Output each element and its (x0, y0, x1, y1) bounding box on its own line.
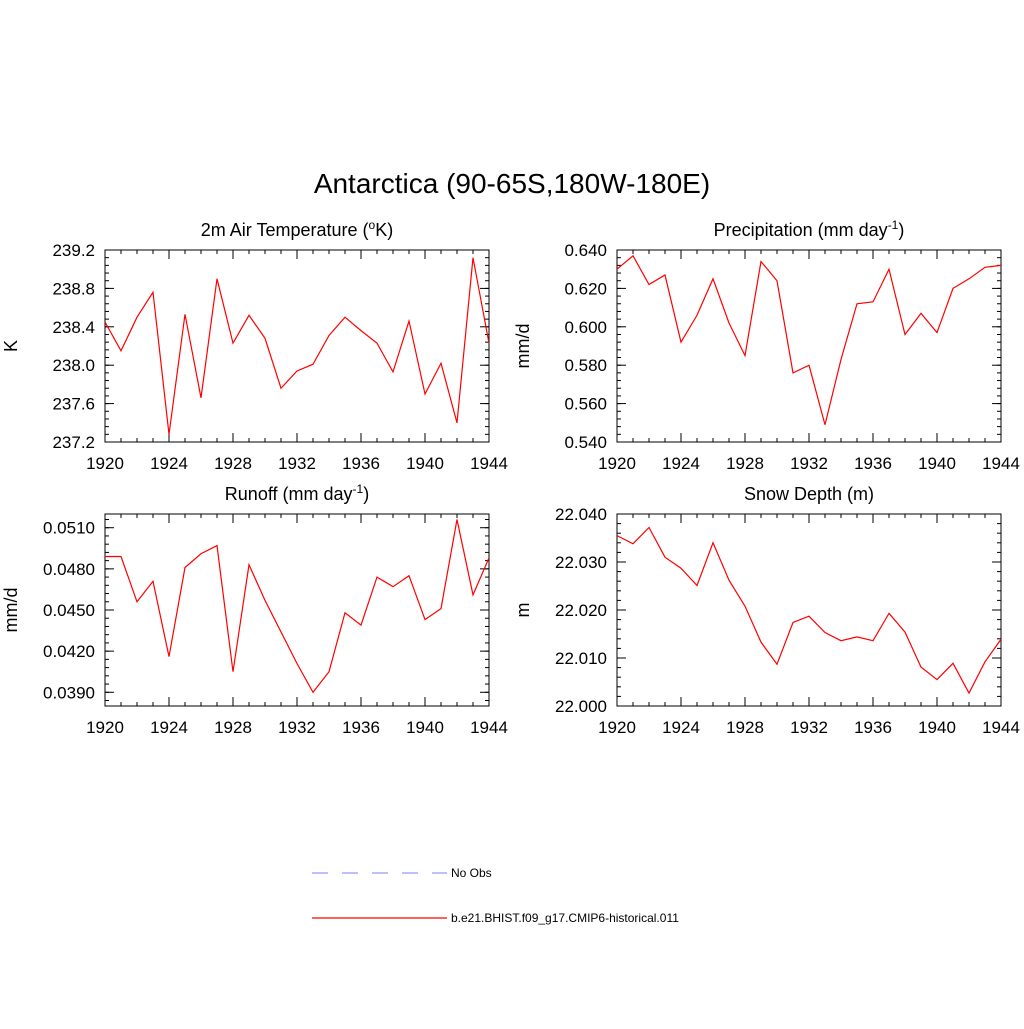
x-tick-label: 1932 (790, 454, 828, 473)
chart-panel-4: 1920 1924 1928 1932 1936 1940 1944 22.000 22.010… (513, 484, 1020, 737)
series-line-1 (105, 257, 489, 435)
x-tick-label: 1944 (470, 454, 508, 473)
x-tick-label: 1944 (982, 718, 1020, 737)
y-tick-label: 0.0480 (43, 560, 95, 579)
plot-frame (616, 249, 1002, 443)
y-tick-label: 238.4 (52, 318, 95, 337)
x-tick-label: 1936 (342, 718, 380, 737)
y-tick-label: 237.2 (52, 433, 95, 452)
panel-title: Precipitation (mm day-1) (714, 218, 905, 240)
x-tick-label: 1940 (918, 718, 956, 737)
x-tick-label: 1924 (150, 718, 188, 737)
legend: No Obs b.e21.BHIST.f09_g17.CMIP6-historic… (312, 866, 679, 925)
y-tick-label: 0.540 (564, 433, 607, 452)
x-tick-label: 1940 (918, 454, 956, 473)
y-axis-label: mm/d (1, 588, 21, 633)
x-tick-label: 1936 (854, 718, 892, 737)
plot-frame (104, 249, 490, 443)
x-tick-label: 1920 (86, 718, 124, 737)
y-tick-label: 237.6 (52, 395, 95, 414)
x-tick-label: 1920 (598, 718, 636, 737)
x-tick-label: 1924 (662, 718, 700, 737)
panel-title: Runoff (mm day-1) (225, 482, 369, 504)
plot-frame (104, 513, 490, 707)
y-tick-label: 0.0390 (43, 683, 95, 702)
x-tick-label: 1920 (86, 454, 124, 473)
y-tick-label: 0.600 (564, 318, 607, 337)
x-tick-label: 1940 (406, 454, 444, 473)
series-line-1 (105, 519, 489, 694)
legend-label-1: No Obs (451, 866, 492, 880)
series-line-1 (617, 526, 1001, 695)
series-line-1 (617, 254, 1001, 425)
y-axis-label: mm/d (513, 324, 533, 369)
x-tick-label: 1920 (598, 454, 636, 473)
y-tick-label: 22.010 (555, 649, 607, 668)
y-tick-label: 0.0420 (43, 642, 95, 661)
figure-title: Antarctica (90-65S,180W-180E) (313, 168, 711, 199)
x-tick-label: 1944 (470, 718, 508, 737)
x-tick-label: 1928 (726, 454, 764, 473)
y-axis-label: K (1, 340, 21, 352)
x-tick-label: 1928 (214, 718, 252, 737)
chart-panel-3: 1920 1924 1928 1932 1936 1940 1944 0.0390 0.0420… (1, 482, 508, 737)
y-tick-label: 238.8 (52, 279, 95, 298)
plot-frame (616, 513, 1002, 707)
y-tick-label: 0.0510 (43, 519, 95, 538)
y-tick-label: 22.000 (555, 697, 607, 716)
legend-label-2: b.e21.BHIST.f09_g17.CMIP6-historical.011 (451, 911, 679, 925)
chart-panel-2: 1920 1924 1928 1932 1936 1940 1944 0.540 0.560 0.… (513, 218, 1020, 473)
panel-title: 2m Air Temperature (oK) (201, 218, 393, 240)
y-axis-label: m (513, 603, 533, 618)
x-tick-label: 1940 (406, 718, 444, 737)
x-tick-label: 1932 (278, 454, 316, 473)
x-tick-label: 1924 (150, 454, 188, 473)
y-tick-label: 22.040 (555, 505, 607, 524)
y-tick-label: 0.640 (564, 241, 607, 260)
x-tick-label: 1932 (278, 718, 316, 737)
y-tick-label: 0.560 (564, 395, 607, 414)
panel-title: Snow Depth (m) (744, 484, 874, 504)
y-tick-label: 238.0 (52, 356, 95, 375)
x-tick-label: 1928 (214, 454, 252, 473)
y-tick-label: 239.2 (52, 241, 95, 260)
x-tick-label: 1928 (726, 718, 764, 737)
y-tick-label: 0.0450 (43, 601, 95, 620)
x-tick-label: 1924 (662, 454, 700, 473)
y-tick-label: 22.030 (555, 553, 607, 572)
x-tick-label: 1936 (342, 454, 380, 473)
x-tick-label: 1932 (790, 718, 828, 737)
chart-panel-1: 1920 1924 1928 1932 1936 1940 1944 237.2 237.6 23… (1, 218, 508, 473)
y-tick-label: 0.620 (564, 279, 607, 298)
y-tick-label: 0.580 (564, 356, 607, 375)
x-tick-label: 1944 (982, 454, 1020, 473)
x-tick-label: 1936 (854, 454, 892, 473)
y-tick-label: 22.020 (555, 601, 607, 620)
